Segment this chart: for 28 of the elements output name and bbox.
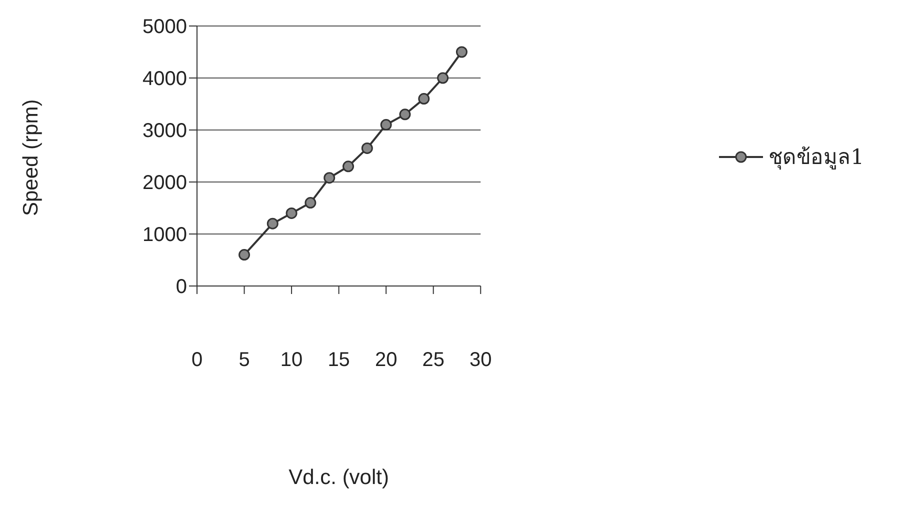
y-tick-label: 3000 [142, 120, 187, 142]
x-tick-label: 30 [470, 349, 492, 371]
point [238, 249, 250, 261]
y-tick-label: 5000 [142, 16, 187, 38]
point [418, 93, 430, 105]
point [399, 108, 411, 120]
x-axis-title: Vd.c. (volt) [288, 466, 389, 489]
x-tick-label: 25 [422, 349, 444, 371]
point [286, 207, 298, 219]
x-tick-label: 5 [238, 349, 250, 371]
y-tick-label: 1000 [142, 224, 187, 246]
y-tick-label: 4000 [142, 68, 187, 90]
point [361, 142, 373, 154]
point [437, 72, 449, 84]
legend-label: ชุดข้อมูล1 [768, 144, 864, 172]
point [342, 160, 354, 172]
point [324, 172, 336, 184]
point [266, 218, 278, 230]
x-tick-label: 20 [374, 349, 398, 371]
y-tick-label: 2000 [142, 172, 187, 194]
x-tick-label: 0 [191, 349, 203, 371]
y-axis-title: Speed (rpm) [19, 99, 42, 216]
point [304, 197, 316, 209]
point [456, 46, 468, 58]
x-tick-label: 15 [328, 349, 350, 371]
y-tick-label: 0 [176, 276, 187, 298]
x-tick-label: 10 [280, 349, 303, 371]
point [380, 119, 392, 131]
